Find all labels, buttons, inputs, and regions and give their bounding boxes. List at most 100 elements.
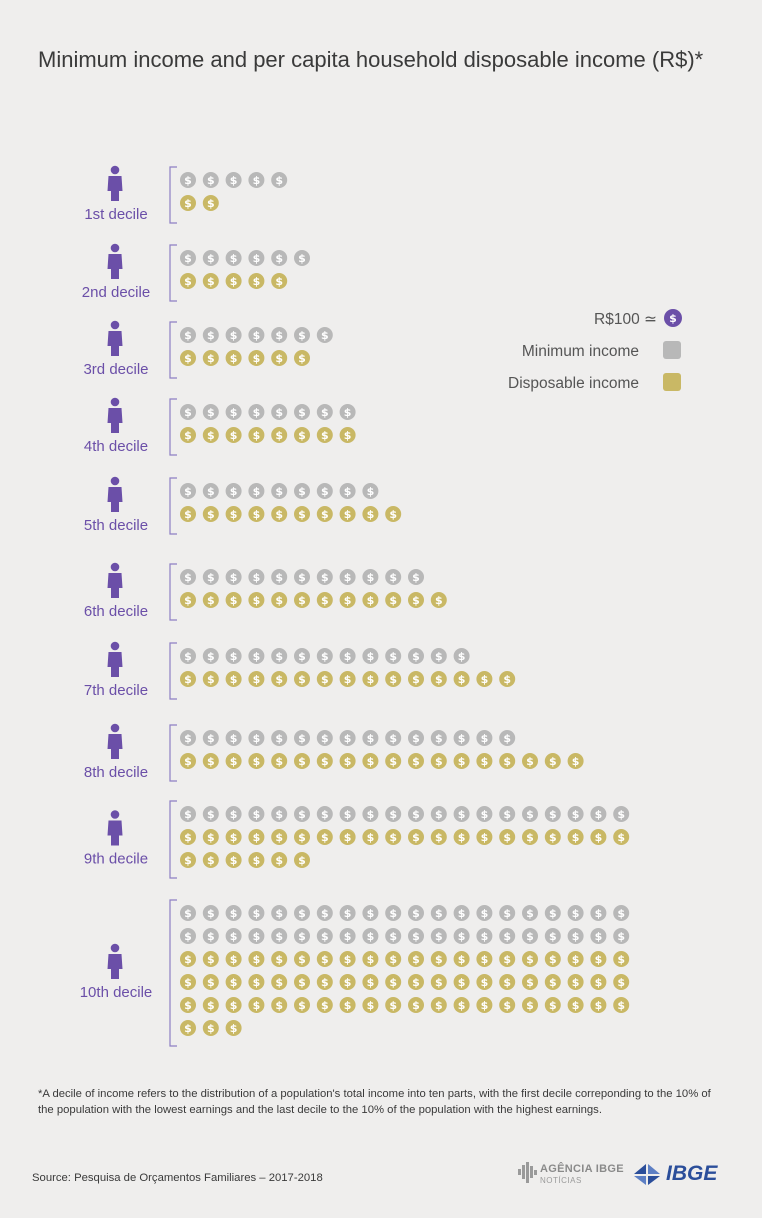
svg-text:$: $ — [572, 953, 580, 966]
minimum-income-coin: $ — [385, 648, 402, 664]
minimum-income-coin: $ — [362, 928, 379, 944]
svg-text:$: $ — [321, 976, 329, 989]
disposable-income-coin: $ — [294, 506, 310, 522]
svg-text:$: $ — [572, 976, 580, 989]
disposable-income-coin: $ — [567, 951, 584, 967]
disposable-income-coin: $ — [316, 592, 333, 608]
decile-label: 1st decile — [84, 206, 147, 223]
minimum-income-coin: $ — [613, 928, 630, 944]
disposable-income-coin: $ — [294, 829, 310, 845]
minimum-income-coin: $ — [408, 569, 424, 585]
legend-disposable-label: Disposable income — [508, 375, 639, 392]
disposable-income-coin: $ — [294, 671, 310, 687]
decile-label: 8th decile — [84, 764, 148, 781]
disposable-income-coin: $ — [225, 350, 242, 366]
svg-text:$: $ — [481, 930, 489, 943]
decile-bracket — [169, 899, 177, 1047]
disposable-income-coin: $ — [567, 829, 584, 845]
svg-text:$: $ — [389, 999, 397, 1012]
minimum-income-coin: $ — [408, 730, 424, 746]
disposable-income-coin: $ — [408, 753, 424, 769]
svg-text:$: $ — [321, 953, 329, 966]
minimum-income-coin: $ — [613, 905, 630, 921]
disposable-income-coin: $ — [430, 997, 447, 1013]
disposable-income-coin: $ — [248, 427, 265, 443]
svg-text:$: $ — [617, 930, 625, 943]
disposable-income-coin: $ — [385, 506, 402, 522]
minimum-income-coin: $ — [316, 327, 333, 343]
person-icon — [107, 165, 123, 201]
svg-text:$: $ — [207, 953, 215, 966]
svg-text:$: $ — [253, 275, 261, 288]
minimum-income-coin: $ — [453, 905, 470, 921]
disposable-income-coin: $ — [613, 829, 630, 845]
svg-text:$: $ — [184, 673, 192, 686]
minimum-income-coin: $ — [362, 483, 379, 499]
svg-text:$: $ — [207, 755, 215, 768]
minimum-income-coin: $ — [316, 928, 333, 944]
svg-text:$: $ — [321, 485, 329, 498]
decile-bracket — [169, 800, 177, 879]
disposable-income-coin: $ — [271, 506, 288, 522]
minimum-income-coin: $ — [339, 806, 356, 822]
svg-text:$: $ — [389, 571, 397, 584]
disposable-income-coin: $ — [202, 671, 219, 687]
svg-text:$: $ — [367, 831, 375, 844]
minimum-income-coin: $ — [339, 648, 356, 664]
disposable-income-coin: $ — [590, 829, 607, 845]
minimum-income-coin: $ — [225, 172, 242, 188]
svg-text:$: $ — [298, 854, 306, 867]
svg-text:$: $ — [389, 953, 397, 966]
svg-text:$: $ — [230, 953, 238, 966]
minimum-income-coin: $ — [294, 569, 310, 585]
svg-text:$: $ — [412, 571, 420, 584]
disposable-income-coin: $ — [225, 273, 242, 289]
disposable-income-coin: $ — [294, 974, 310, 990]
svg-text:$: $ — [344, 953, 352, 966]
disposable-income-coin: $ — [316, 671, 333, 687]
svg-text:$: $ — [184, 174, 192, 187]
person-icon — [107, 243, 123, 279]
minimum-income-coin: $ — [316, 404, 333, 420]
person-icon — [107, 723, 123, 759]
disposable-income-coin: $ — [225, 974, 242, 990]
svg-text:$: $ — [595, 907, 603, 920]
svg-text:$: $ — [275, 429, 283, 442]
disposable-income-coin: $ — [362, 951, 379, 967]
svg-text:$: $ — [435, 732, 443, 745]
minimum-income-coin: $ — [202, 730, 219, 746]
disposable-income-coin: $ — [225, 951, 242, 967]
disposable-income-coin: $ — [385, 829, 402, 845]
svg-text:$: $ — [549, 808, 557, 821]
svg-text:$: $ — [275, 808, 283, 821]
person-icon — [107, 320, 123, 356]
minimum-income-coin: $ — [522, 905, 538, 921]
minimum-income-coin: $ — [180, 404, 196, 420]
svg-text:$: $ — [207, 854, 215, 867]
svg-text:$: $ — [367, 755, 375, 768]
minimum-income-coin: $ — [544, 905, 561, 921]
decile-group: $ $ $ $ $ $ $ $ $ $ $ $ $ $ $ $ $ $ $ $ $ $ $6th decile — [84, 562, 447, 621]
svg-text:$: $ — [367, 594, 375, 607]
chart-title: Minimum income and per capita household … — [38, 47, 704, 72]
svg-text:$: $ — [184, 907, 192, 920]
minimum-income-coin: $ — [339, 404, 356, 420]
disposable-income-coin: $ — [202, 852, 219, 868]
minimum-income-coin: $ — [476, 905, 493, 921]
minimum-income-coin: $ — [430, 905, 447, 921]
svg-text:$: $ — [275, 854, 283, 867]
svg-text:$: $ — [595, 953, 603, 966]
minimum-income-coin: $ — [362, 730, 379, 746]
disposable-income-coin: $ — [271, 974, 288, 990]
disposable-income-coin: $ — [316, 506, 333, 522]
svg-text:$: $ — [572, 831, 580, 844]
minimum-income-coin: $ — [180, 928, 196, 944]
svg-text:$: $ — [503, 808, 511, 821]
svg-text:$: $ — [230, 1022, 238, 1035]
svg-text:$: $ — [275, 755, 283, 768]
svg-text:$: $ — [412, 673, 420, 686]
decile-group: $ $ $ $ $ $ $ $ $ $ $ $ $ $ $ $ $ $ $5th decile — [84, 476, 402, 535]
svg-text:$: $ — [572, 999, 580, 1012]
svg-text:$: $ — [367, 673, 375, 686]
svg-text:$: $ — [230, 352, 238, 365]
